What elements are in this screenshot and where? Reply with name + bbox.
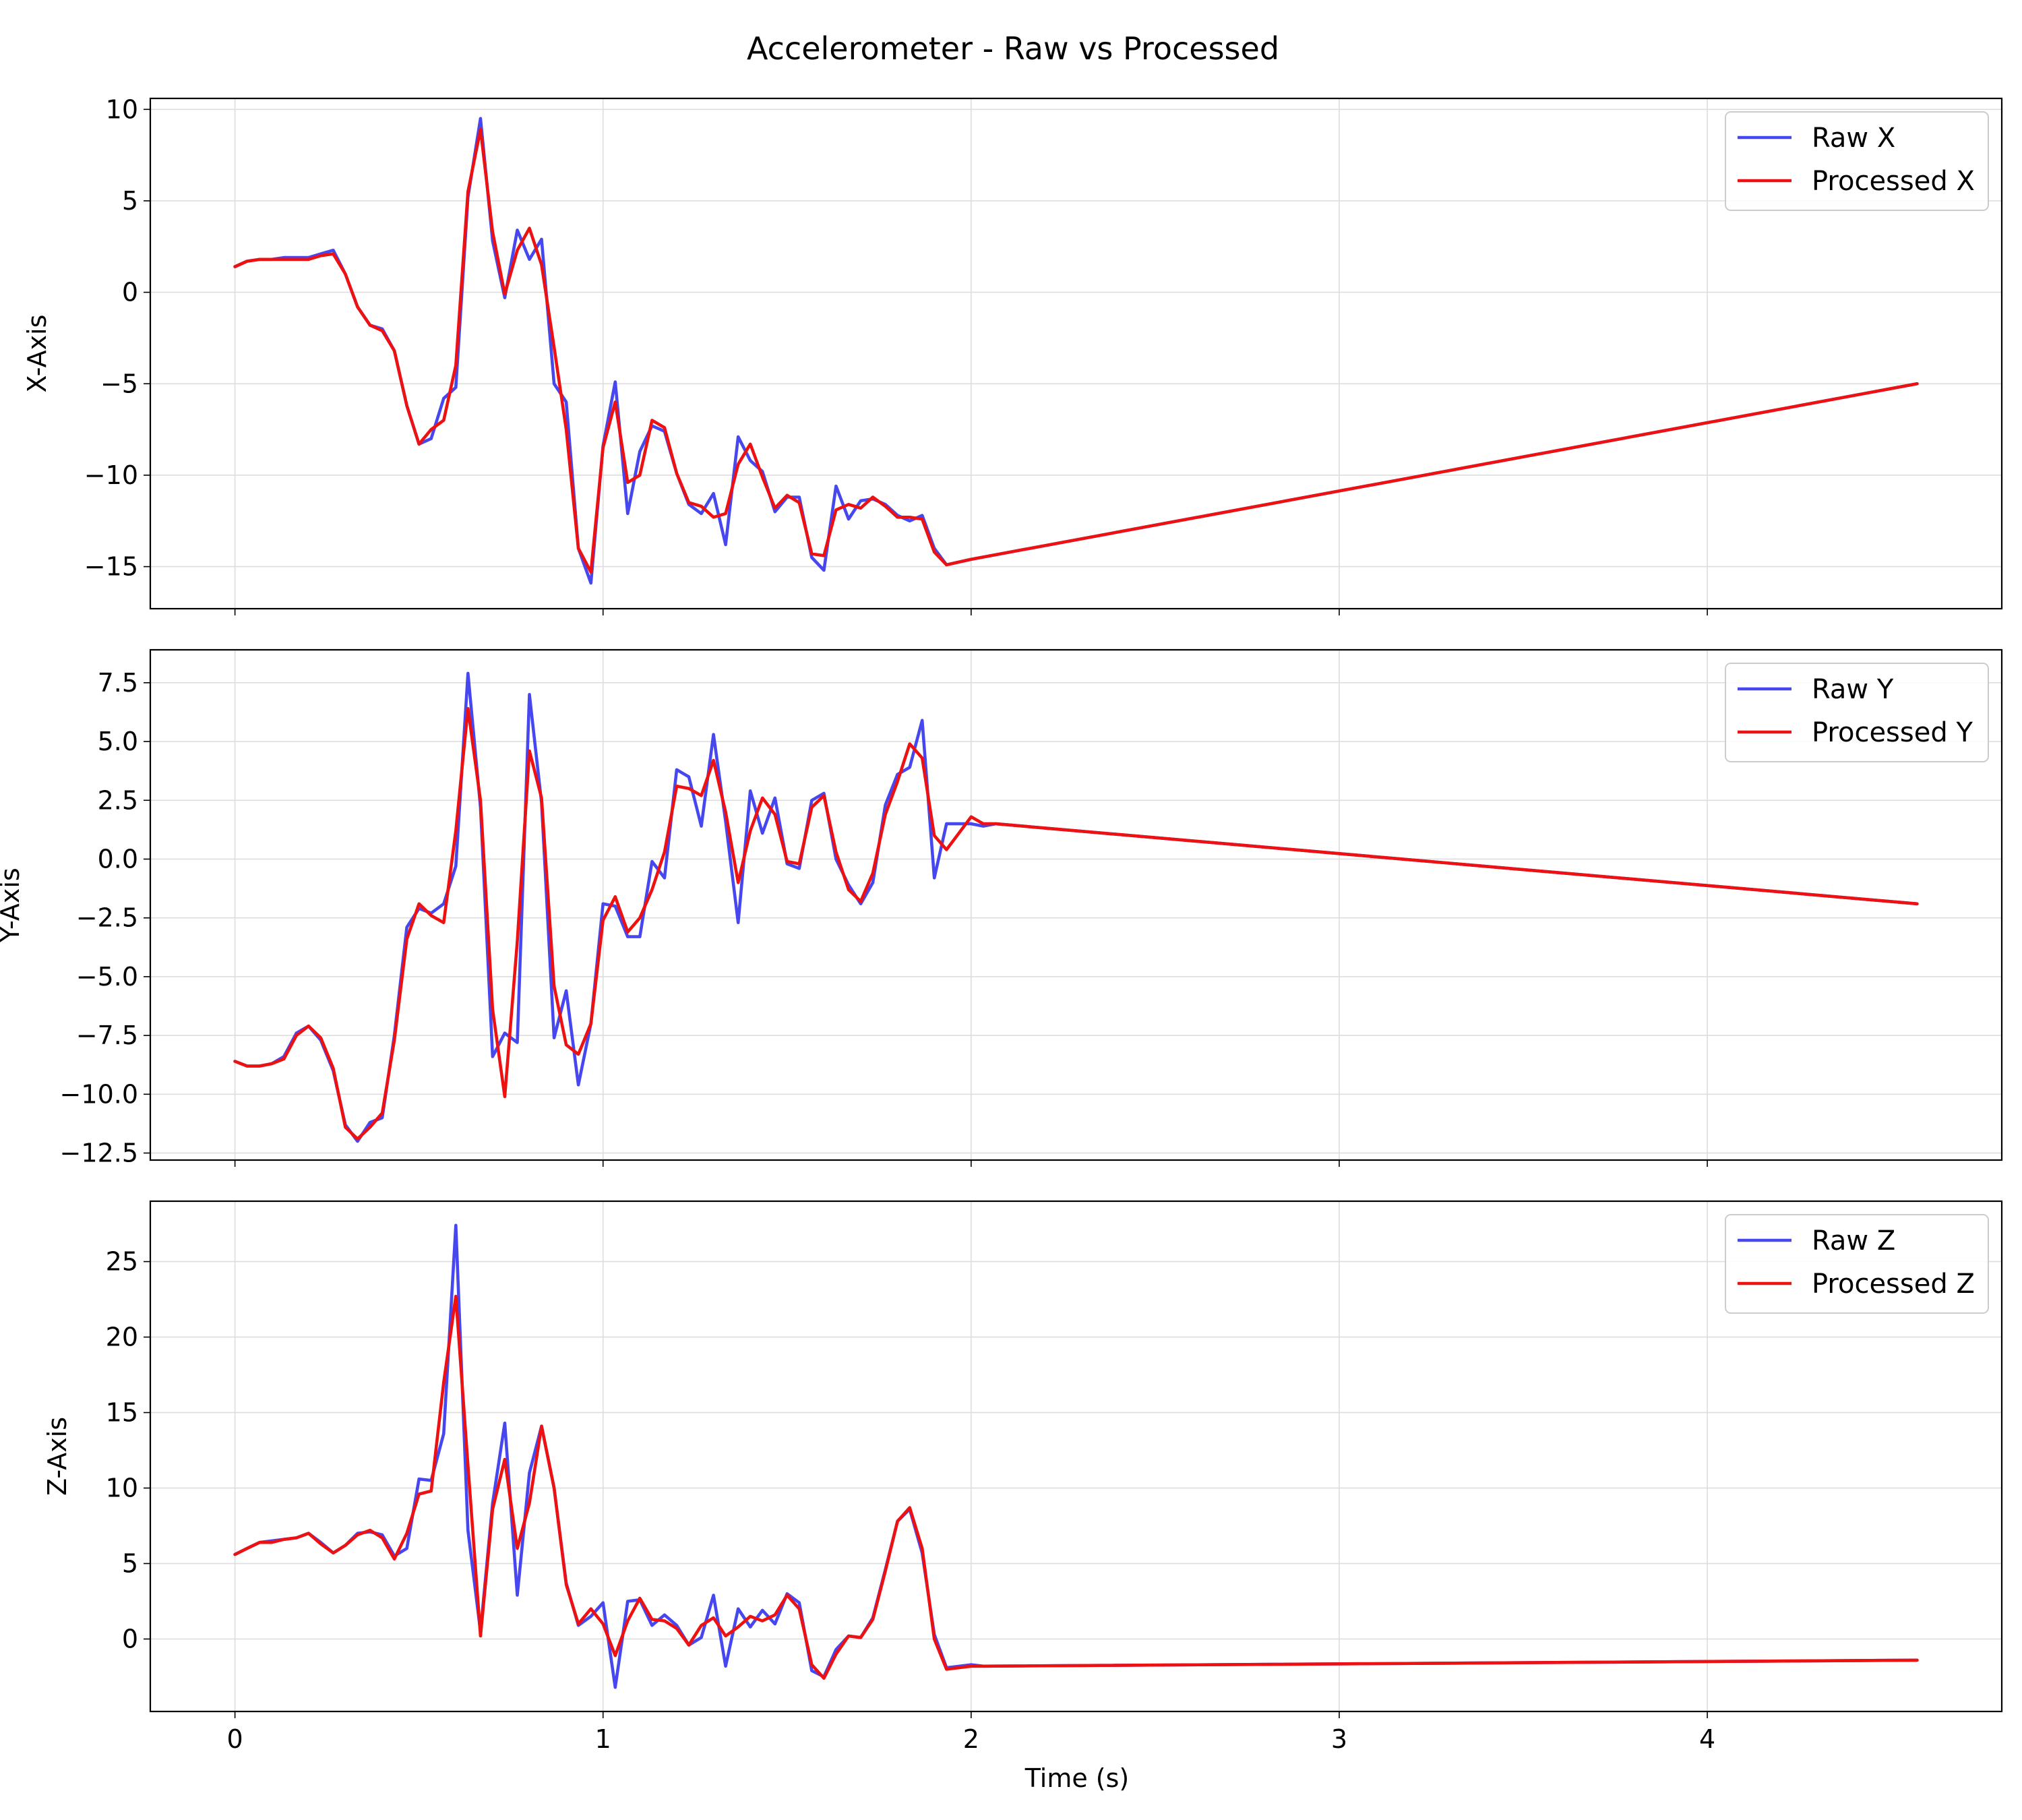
- processed-z-line: [233, 1294, 1919, 1680]
- x-tick-label: 1: [595, 1724, 611, 1754]
- processed-x-line: [233, 127, 1919, 574]
- x-tick-label: 3: [1331, 1724, 1347, 1754]
- legend-label: Processed Z: [1812, 1269, 1975, 1300]
- y-tick-label: 5.0: [98, 727, 138, 756]
- legend: Raw Y Processed Y: [1725, 663, 1989, 762]
- legend: Raw Z Processed Z: [1725, 1214, 1989, 1314]
- subplot-x-axis: 10 5 0 −5 −10 −15 X-Axis Raw X Processed X: [22, 94, 2003, 615]
- legend-label: Raw Z: [1812, 1225, 1895, 1256]
- y-tick-label: −15: [84, 552, 138, 582]
- y-tick-label: −7.5: [76, 1021, 138, 1050]
- y-tick-label: −10.0: [60, 1079, 138, 1109]
- y-tick-label: 0: [122, 278, 138, 307]
- legend-label: Processed X: [1812, 166, 1975, 197]
- x-axis-label: Time (s): [1024, 1763, 1130, 1793]
- y-tick-label: −5: [100, 369, 138, 398]
- y-tick-label: 5: [122, 186, 138, 216]
- processed-y-line: [233, 706, 1919, 1141]
- y-tick-label: −5.0: [76, 962, 138, 992]
- y-tick-label: −2.5: [76, 903, 138, 933]
- y-tick-label: 2.5: [98, 785, 138, 815]
- chart-title: Accelerometer - Raw vs Processed: [747, 30, 1279, 67]
- y-axis-label: Z-Axis: [42, 1417, 72, 1496]
- y-tick-label: 5: [122, 1549, 138, 1579]
- y-tick-label: 15: [106, 1398, 138, 1428]
- y-axis-label: X-Axis: [22, 315, 52, 393]
- subplot-y-axis: 7.5 5.0 2.5 0.0 −2.5 −5.0 −7.5 −10.0 −12.5 Y-Axis…: [0, 648, 2003, 1168]
- y-tick-label: 7.5: [98, 668, 138, 698]
- plot-frame: [149, 97, 2003, 610]
- x-tick-label: 0: [227, 1724, 243, 1754]
- y-tick-label: 10: [106, 1474, 138, 1503]
- y-tick-label: 25: [106, 1247, 138, 1277]
- y-tick-label: 20: [106, 1323, 138, 1352]
- legend-label: Processed Y: [1812, 717, 1973, 748]
- y-tick-label: 10: [106, 94, 138, 124]
- x-tick-label: 2: [963, 1724, 979, 1754]
- plot-frame: [149, 1200, 2003, 1713]
- legend: Raw X Processed X: [1725, 111, 1989, 211]
- y-tick-label: −12.5: [60, 1139, 138, 1168]
- y-tick-label: −10: [84, 460, 138, 490]
- legend-label: Raw X: [1812, 123, 1895, 154]
- legend-label: Raw Y: [1812, 674, 1894, 705]
- y-tick-label: 0: [122, 1624, 138, 1654]
- y-tick-label: 0.0: [98, 844, 138, 874]
- x-tick-label: 4: [1699, 1724, 1715, 1754]
- plot-frame: [149, 648, 2003, 1161]
- subplot-z-axis: 0 1 2 3 4 25 20 15 10 5 0 Z-Axis Raw Z Processed Z: [42, 1200, 2003, 1754]
- y-axis-label: Y-Axis: [0, 868, 25, 942]
